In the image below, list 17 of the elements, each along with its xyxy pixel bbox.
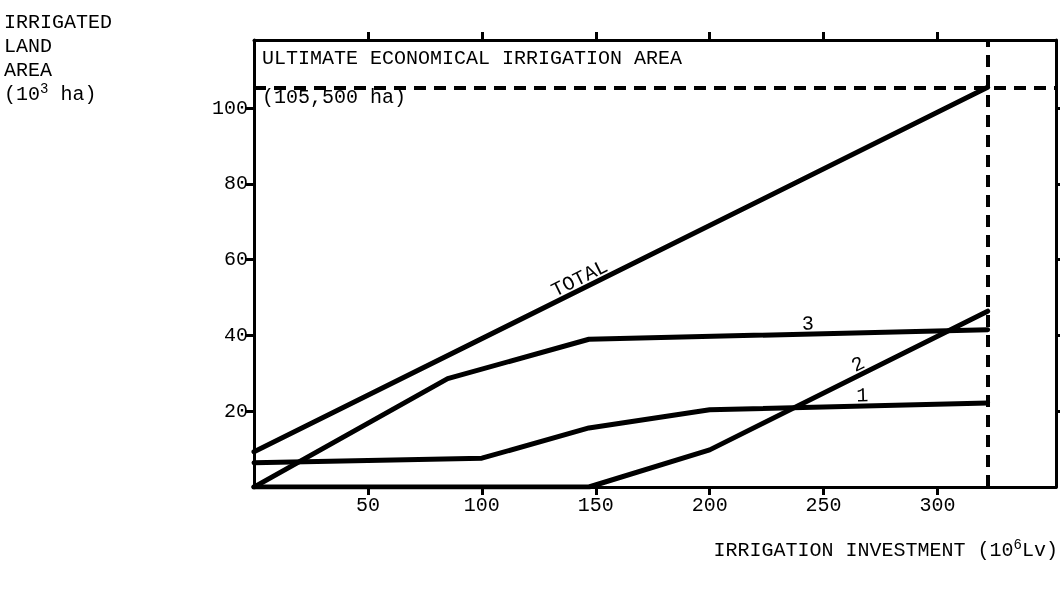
x-tick-label: 150 — [577, 493, 614, 517]
annotation: ULTIMATE ECONOMICAL IRRIGATION AREA — [262, 46, 683, 70]
y-tick-label: 40 — [223, 323, 248, 347]
series-label: 1 — [856, 384, 869, 408]
x-tick-label: 100 — [463, 493, 500, 517]
annotation: (105,500 ha) — [262, 85, 407, 109]
y-tick-label: 60 — [223, 248, 248, 272]
y-tick-label: 100 — [211, 96, 248, 120]
y-tick-label: 80 — [223, 172, 248, 196]
text: TOTAL — [547, 255, 612, 303]
x-tick-label: 250 — [805, 493, 842, 517]
text: 2 — [847, 351, 869, 378]
y-tick-label: 20 — [223, 399, 248, 423]
x-tick-label: 200 — [691, 493, 728, 517]
x-tick-label: 50 — [355, 493, 380, 517]
series-label: 3 — [801, 312, 815, 336]
x-tick-label: 300 — [919, 493, 956, 517]
